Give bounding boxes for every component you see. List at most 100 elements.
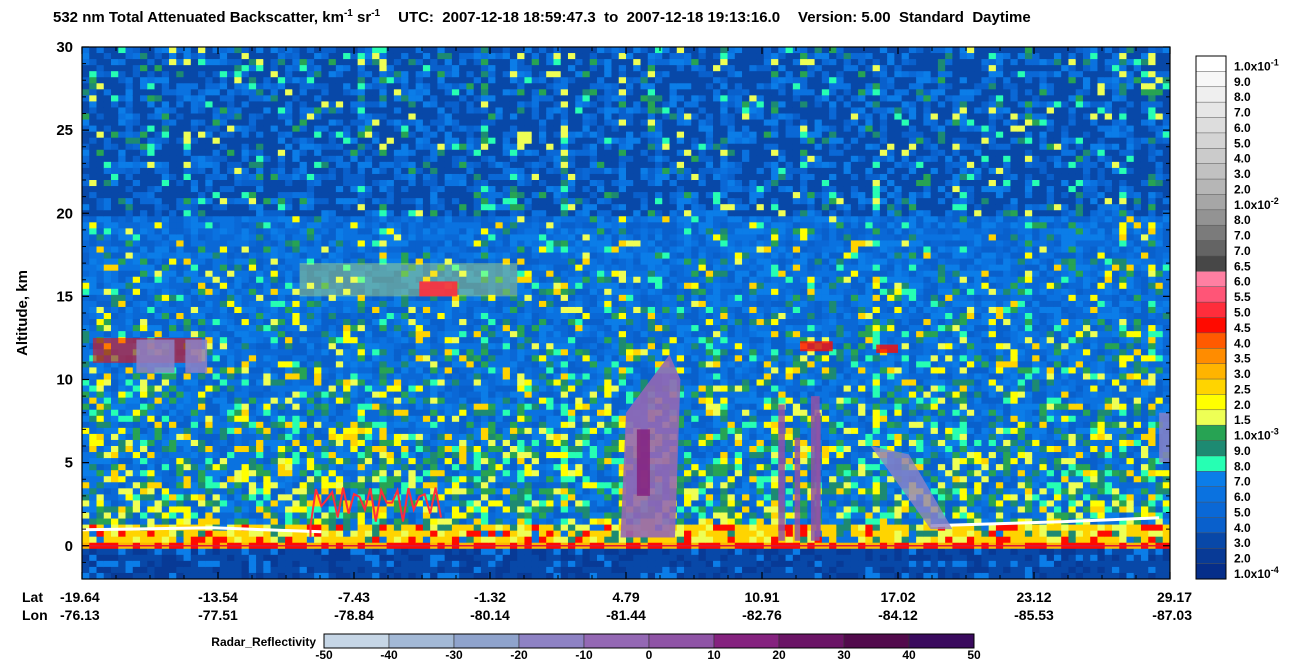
heatmap-cell [466,252,475,260]
heatmap-cell [459,161,468,169]
heatmap-cell [451,71,460,78]
heatmap-cell [437,403,446,411]
heatmap-cell [176,530,185,538]
heatmap-cell [205,77,214,84]
heatmap-cell [459,403,468,411]
heatmap-cell [401,560,409,568]
heatmap-cell [277,415,286,423]
heatmap-cell [103,137,112,145]
heatmap-cell [299,337,308,344]
heatmap-cell [154,119,163,127]
heatmap-cell [415,355,424,362]
heatmap-cell [198,282,206,290]
heatmap-cell [118,276,127,284]
heatmap-cell [386,566,395,574]
heatmap-cell [364,385,373,393]
heatmap-cell [430,524,439,532]
heatmap-cell [285,415,293,423]
heatmap-cell [132,47,141,54]
heatmap-cell [299,458,308,465]
heatmap-cell [393,131,402,139]
heatmap-cell [96,137,105,145]
heatmap-cell [372,246,380,254]
heatmap-cell [198,306,206,314]
heatmap-cell [430,228,439,236]
heatmap-cell [234,71,243,78]
heatmap-cell [488,439,497,447]
heatmap-cell [263,53,272,60]
heatmap-cell [343,95,351,103]
heatmap-cell [328,313,337,320]
heatmap-cell [89,137,98,145]
heatmap-cell [306,379,315,387]
heatmap-cell [140,294,148,302]
heatmap-cell [386,240,395,248]
heatmap-cell [292,325,301,332]
heatmap-cell [154,276,163,284]
heatmap-cell [198,530,206,538]
heatmap-cell [111,77,119,84]
heatmap-cell [277,385,286,393]
heatmap-cell [277,373,286,381]
heatmap-cell [277,488,286,495]
heatmap-cell [357,470,366,477]
heatmap-cell [227,554,235,562]
heatmap-cell [386,409,395,417]
heatmap-cell [270,294,279,302]
heatmap-cell [270,494,279,502]
heatmap-cell [350,143,359,151]
heatmap-cell [480,198,489,205]
heatmap-cell [103,101,112,109]
heatmap-cell [444,264,453,272]
heatmap-cell [241,155,250,163]
heatmap-cell [386,294,395,302]
heatmap-cell [82,337,90,344]
heatmap-cell [372,167,380,175]
heatmap-cell [219,186,228,193]
heatmap-cell [176,155,185,163]
heatmap-cell [169,216,177,223]
heatmap-cell [372,355,380,362]
heatmap-cell [422,71,431,78]
heatmap-cell [364,433,373,441]
heatmap-cell [306,488,315,495]
heatmap-cell [212,367,221,375]
heatmap-cell [277,186,286,193]
heatmap-cell [125,252,134,260]
heatmap-cell [444,198,453,205]
heatmap-cell [234,421,243,429]
heatmap-cell [328,258,337,266]
heatmap-cell [372,476,380,483]
heatmap-cell [488,258,497,266]
heatmap-cell [212,282,221,290]
heatmap-cell [321,500,330,508]
heatmap-cell [248,391,257,399]
heatmap-cell [118,518,127,526]
heatmap-cell [372,155,380,163]
heatmap-cell [227,512,235,520]
heatmap-cell [306,397,315,405]
heatmap-cell [408,373,417,381]
heatmap-cell [147,173,156,181]
heatmap-cell [408,506,417,514]
heatmap-cell [82,554,90,562]
heatmap-cell [488,228,497,236]
heatmap-cell [190,59,199,66]
heatmap-cell [306,264,315,272]
heatmap-cell [147,198,156,205]
heatmap-cell [379,361,388,369]
heatmap-cell [466,240,475,248]
heatmap-cell [343,379,351,387]
heatmap-cell [444,439,453,447]
heatmap-cell [212,294,221,302]
heatmap-cell [161,464,170,471]
heatmap-cell [96,421,105,429]
heatmap-cell [314,476,322,483]
heatmap-cell [393,264,402,272]
heatmap-cell [473,415,482,423]
heatmap-cell [89,536,98,544]
heatmap-cell [241,270,250,278]
heatmap-cell [190,137,199,145]
heatmap-cell [393,113,402,121]
heatmap-cell [422,524,431,532]
